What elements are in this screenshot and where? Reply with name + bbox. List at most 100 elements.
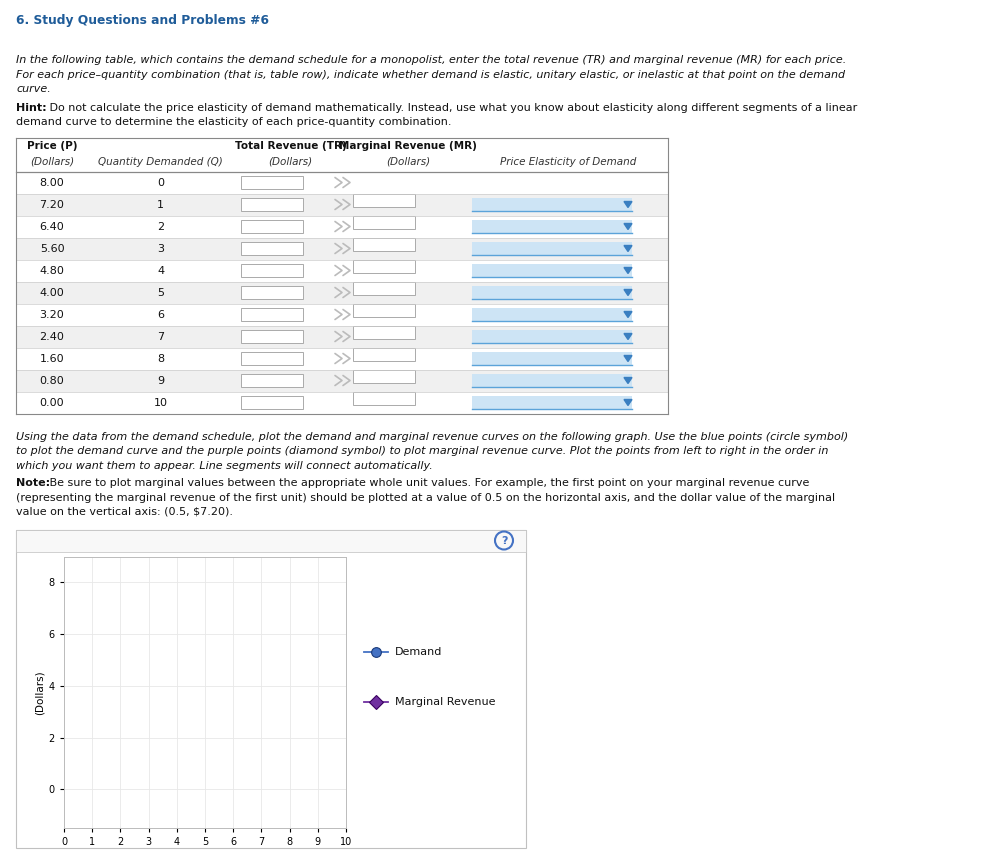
- Polygon shape: [624, 246, 632, 252]
- Bar: [241, 286, 303, 299]
- Bar: [16, 193, 668, 216]
- Polygon shape: [624, 355, 632, 361]
- Text: ?: ?: [500, 536, 507, 545]
- Text: 7: 7: [157, 331, 165, 342]
- Polygon shape: [624, 400, 632, 406]
- Bar: [353, 370, 415, 383]
- Text: 0.00: 0.00: [40, 397, 65, 407]
- Text: 10: 10: [154, 397, 167, 407]
- Bar: [16, 325, 668, 348]
- Text: (Dollars): (Dollars): [268, 157, 313, 167]
- Bar: [353, 325, 415, 338]
- Bar: [472, 198, 632, 211]
- Text: 8: 8: [157, 354, 165, 364]
- Bar: [16, 171, 668, 193]
- Text: Quantity Demanded (Q): Quantity Demanded (Q): [98, 157, 223, 167]
- Text: 0: 0: [157, 177, 164, 187]
- Text: value on the vertical axis: (0.5, $7.20).: value on the vertical axis: (0.5, $7.20)…: [16, 507, 233, 517]
- Text: (representing the marginal revenue of the first unit) should be plotted at a val: (representing the marginal revenue of th…: [16, 492, 835, 502]
- Bar: [16, 282, 668, 304]
- Text: Price Elasticity of Demand: Price Elasticity of Demand: [499, 157, 636, 167]
- Polygon shape: [624, 223, 632, 229]
- Bar: [16, 530, 526, 551]
- Text: 3.20: 3.20: [40, 310, 65, 319]
- Text: 6: 6: [157, 310, 164, 319]
- Text: 6. Study Questions and Problems #6: 6. Study Questions and Problems #6: [16, 14, 269, 27]
- Bar: [241, 330, 303, 343]
- Bar: [16, 259, 668, 282]
- Text: Be sure to plot marginal values between the appropriate whole unit values. For e: Be sure to plot marginal values between …: [46, 478, 810, 488]
- Text: Do not calculate the price elasticity of demand mathematically. Instead, use wha: Do not calculate the price elasticity of…: [46, 103, 857, 112]
- Text: 7.20: 7.20: [40, 199, 65, 210]
- Bar: [241, 220, 303, 233]
- Text: 6.40: 6.40: [40, 222, 65, 231]
- Bar: [353, 193, 415, 206]
- Text: 2: 2: [157, 222, 165, 231]
- Text: 2.40: 2.40: [40, 331, 65, 342]
- Text: 1: 1: [157, 199, 164, 210]
- Bar: [16, 530, 526, 848]
- Bar: [241, 242, 303, 255]
- Bar: [241, 374, 303, 387]
- Text: Price (P): Price (P): [27, 140, 77, 151]
- Bar: [472, 330, 632, 343]
- Polygon shape: [624, 289, 632, 295]
- Text: (Dollars): (Dollars): [30, 157, 74, 167]
- Text: which you want them to appear. Line segments will connect automatically.: which you want them to appear. Line segm…: [16, 461, 433, 471]
- Bar: [353, 259, 415, 272]
- Bar: [472, 396, 632, 409]
- Bar: [353, 348, 415, 360]
- Text: Using the data from the demand schedule, plot the demand and marginal revenue cu: Using the data from the demand schedule,…: [16, 431, 848, 442]
- Text: Note:: Note:: [16, 478, 50, 488]
- Bar: [16, 237, 668, 259]
- Text: 4.80: 4.80: [40, 265, 65, 276]
- Bar: [472, 352, 632, 365]
- Bar: [16, 391, 668, 413]
- Text: Hint:: Hint:: [16, 103, 47, 112]
- Bar: [472, 286, 632, 299]
- Text: 4.00: 4.00: [40, 288, 65, 298]
- Bar: [472, 374, 632, 387]
- Bar: [16, 348, 668, 370]
- Text: to plot the demand curve and the purple points (diamond symbol) to plot marginal: to plot the demand curve and the purple …: [16, 446, 829, 456]
- Polygon shape: [624, 201, 632, 207]
- Polygon shape: [624, 268, 632, 274]
- Text: 5: 5: [157, 288, 164, 298]
- Bar: [353, 391, 415, 405]
- Text: In the following table, which contains the demand schedule for a monopolist, ent: In the following table, which contains t…: [16, 55, 846, 65]
- Text: For each price–quantity combination (that is, table row), indicate whether deman: For each price–quantity combination (tha…: [16, 69, 845, 80]
- Polygon shape: [624, 312, 632, 318]
- Bar: [241, 198, 303, 211]
- Bar: [472, 242, 632, 255]
- Bar: [472, 308, 632, 321]
- Text: 9: 9: [157, 376, 165, 385]
- Bar: [353, 304, 415, 317]
- Bar: [16, 370, 668, 391]
- Polygon shape: [624, 377, 632, 383]
- Text: Total Revenue (TR): Total Revenue (TR): [234, 140, 346, 151]
- Text: (Dollars): (Dollars): [386, 157, 430, 167]
- Bar: [241, 176, 303, 189]
- Bar: [241, 308, 303, 321]
- Text: 1.60: 1.60: [40, 354, 65, 364]
- Bar: [353, 216, 415, 229]
- Text: Marginal Revenue (MR): Marginal Revenue (MR): [339, 140, 477, 151]
- Text: 5.60: 5.60: [40, 243, 65, 253]
- Text: Demand: Demand: [395, 647, 443, 657]
- Text: Marginal Revenue: Marginal Revenue: [395, 698, 496, 707]
- Bar: [353, 237, 415, 251]
- Text: 3: 3: [157, 243, 164, 253]
- Bar: [241, 396, 303, 409]
- Text: curve.: curve.: [16, 84, 51, 94]
- Bar: [241, 264, 303, 277]
- Text: 4: 4: [157, 265, 165, 276]
- Bar: [241, 352, 303, 365]
- Polygon shape: [624, 334, 632, 340]
- Bar: [353, 282, 415, 294]
- Bar: [472, 264, 632, 277]
- Bar: [472, 220, 632, 233]
- Bar: [16, 216, 668, 237]
- Text: 0.80: 0.80: [40, 376, 65, 385]
- Text: demand curve to determine the elasticity of each price-quantity combination.: demand curve to determine the elasticity…: [16, 117, 452, 127]
- Y-axis label: (Dollars): (Dollars): [35, 670, 45, 715]
